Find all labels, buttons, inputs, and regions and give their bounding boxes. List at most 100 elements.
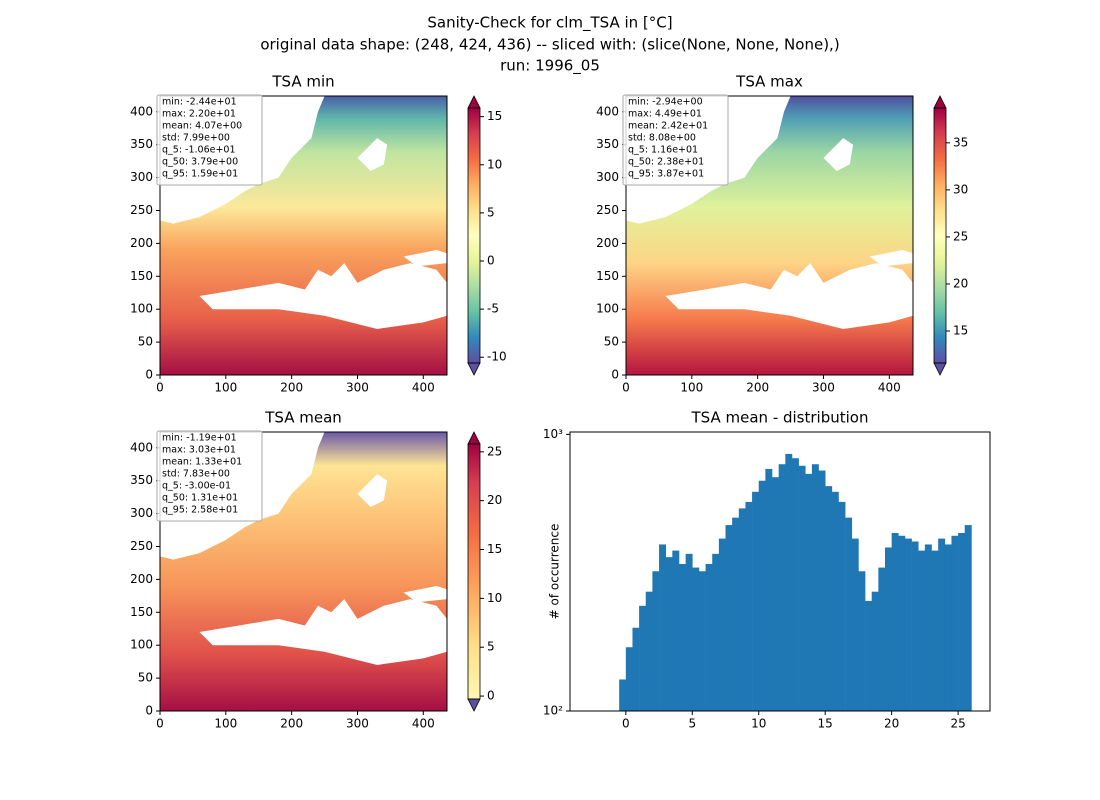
hist-bar xyxy=(931,550,939,711)
y-tick-label: 150 xyxy=(130,605,153,619)
hist-bar xyxy=(891,533,899,711)
axes-title: TSA min xyxy=(271,73,334,91)
hist-bar xyxy=(758,480,766,711)
y-tick-label: 400 xyxy=(130,104,153,118)
x-tick-label: 100 xyxy=(680,381,703,395)
colorbar-frame xyxy=(933,107,947,364)
colorbar xyxy=(468,444,480,699)
hist-bar xyxy=(924,544,932,711)
no-data xyxy=(403,249,447,267)
hist-bar xyxy=(831,491,839,711)
hist-bar xyxy=(904,538,912,711)
axes-frame xyxy=(569,431,991,712)
stats-line: max: 3.03e+01 xyxy=(162,445,236,456)
hist-bar xyxy=(951,535,959,711)
hist-bar xyxy=(785,453,793,711)
y-tick-label: 50 xyxy=(138,335,153,349)
hist-bar xyxy=(805,473,813,711)
colorbar-tick-label: 20 xyxy=(953,276,968,290)
stats-line: q_95: 2.58e+01 xyxy=(162,505,238,516)
hist-bar xyxy=(791,458,799,711)
colorbar-tick-label: 5 xyxy=(487,205,495,219)
y-tick-label: 0 xyxy=(145,704,153,718)
stats-line: std: 8.08e+00 xyxy=(628,133,696,144)
stats-line: min: -2.94e+00 xyxy=(628,97,703,108)
x-tick-label: 100 xyxy=(214,717,237,731)
hist-bar xyxy=(772,477,779,711)
hist-bar xyxy=(659,544,666,711)
stats-line: std: 7.83e+00 xyxy=(162,469,230,480)
colorbar xyxy=(934,108,946,363)
y-tick-label: 10² xyxy=(543,704,563,718)
hist-bar xyxy=(705,563,713,711)
hist-bar xyxy=(632,627,640,711)
x-tick-label: 200 xyxy=(280,717,303,731)
hist-bar xyxy=(871,591,879,711)
colorbar-extend-min xyxy=(933,362,947,376)
colorbar-tick-label: 25 xyxy=(487,444,502,458)
colorbar-tick-label: 0 xyxy=(487,689,495,703)
axes-title: TSA mean xyxy=(264,409,342,427)
hist-bar xyxy=(639,605,647,711)
hist-bar xyxy=(698,571,706,711)
axes-title: TSA mean - distribution xyxy=(691,409,869,427)
stats-line: q_50: 1.31e+01 xyxy=(162,493,238,504)
y-tick-label: 10³ xyxy=(543,427,563,441)
stats-line: min: -1.19e+01 xyxy=(162,433,237,444)
x-tick-label: 0 xyxy=(156,381,164,395)
stats-line: q_5: 1.16e+01 xyxy=(628,145,698,156)
stats-line: q_5: -3.00e-01 xyxy=(162,481,231,492)
no-data xyxy=(357,138,388,172)
x-tick-label: 5 xyxy=(688,717,696,731)
hist-bar xyxy=(625,647,633,711)
hist-bar xyxy=(798,465,806,711)
colorbar-tick-label: 25 xyxy=(953,229,968,243)
x-tick-label: 300 xyxy=(346,381,369,395)
y-tick-label: 100 xyxy=(130,302,153,316)
hist-bar xyxy=(678,563,686,711)
x-tick-label: 20 xyxy=(884,717,899,731)
y-tick-label: 250 xyxy=(596,203,619,217)
hist-bar xyxy=(685,553,693,711)
stats-line: mean: 1.33e+01 xyxy=(162,457,242,468)
hist-bar xyxy=(944,544,952,711)
hist-bar xyxy=(718,538,726,711)
x-tick-label: 25 xyxy=(950,717,965,731)
no-data xyxy=(403,585,447,603)
stats-line: q_5: -1.06e+01 xyxy=(162,145,236,156)
suptitle: run: 1996_05 xyxy=(500,57,600,76)
no-data xyxy=(357,474,388,508)
suptitle: Sanity-Check for clm_TSA in [°C] xyxy=(427,14,672,33)
x-tick-label: 400 xyxy=(878,381,901,395)
colorbar-tick-label: 10 xyxy=(487,157,502,171)
x-tick-label: 200 xyxy=(746,381,769,395)
y-tick-label: 0 xyxy=(611,368,619,382)
hist-bar xyxy=(885,547,892,711)
colorbar-tick-label: 15 xyxy=(487,542,502,556)
axes-title: TSA max xyxy=(735,73,803,91)
y-tick-label: 150 xyxy=(130,269,153,283)
stats-frame xyxy=(156,94,263,186)
no-data xyxy=(199,263,447,329)
x-tick-label: 10 xyxy=(751,717,766,731)
no-data xyxy=(199,599,447,665)
colorbar-tick-label: 35 xyxy=(953,135,968,149)
x-tick-label: 100 xyxy=(214,381,237,395)
y-tick-label: 350 xyxy=(130,473,153,487)
no-data xyxy=(823,138,854,172)
y-tick-label: 400 xyxy=(130,440,153,454)
colorbar-tick-label: 0 xyxy=(487,254,495,268)
axes-frame xyxy=(159,431,448,712)
x-tick-label: 15 xyxy=(818,717,833,731)
stats-line: q_95: 3.87e+01 xyxy=(628,169,704,180)
hist-bar xyxy=(825,486,833,711)
axes-frame xyxy=(625,95,914,376)
colorbar-extend-max xyxy=(933,95,947,109)
no-data xyxy=(665,263,913,329)
colorbar-tick-label: 10 xyxy=(487,591,502,605)
hist-bar xyxy=(732,517,740,711)
colorbar-tick-label: 5 xyxy=(487,640,495,654)
stats-line: q_95: 1.59e+01 xyxy=(162,169,238,180)
